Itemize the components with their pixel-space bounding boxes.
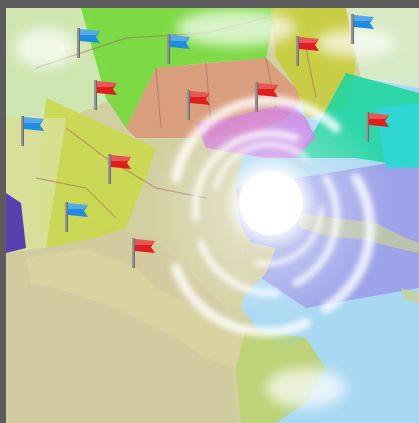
hurricane-storm[interactable] — [151, 88, 391, 337]
game-map[interactable] — [6, 8, 419, 423]
blue-flag-icon[interactable] — [348, 12, 380, 46]
sector-indigo — [6, 193, 26, 253]
storm-core — [239, 171, 303, 235]
red-flag-icon[interactable] — [252, 80, 284, 114]
sector-cyan — [376, 103, 419, 168]
blue-flag-icon[interactable] — [62, 200, 94, 234]
blue-flag-icon[interactable] — [18, 114, 50, 148]
island-small — [401, 288, 419, 303]
red-flag-icon[interactable] — [184, 88, 216, 122]
peninsula — [26, 248, 246, 368]
red-flag-icon[interactable] — [363, 110, 395, 144]
red-flag-icon[interactable] — [293, 34, 325, 68]
red-flag-icon[interactable] — [129, 236, 161, 270]
clouds — [16, 10, 396, 408]
red-flag-icon[interactable] — [105, 152, 137, 186]
blue-flag-icon[interactable] — [74, 26, 106, 60]
map-canvas — [6, 8, 419, 423]
red-flag-icon[interactable] — [91, 78, 123, 112]
blue-flag-icon[interactable] — [164, 32, 196, 66]
